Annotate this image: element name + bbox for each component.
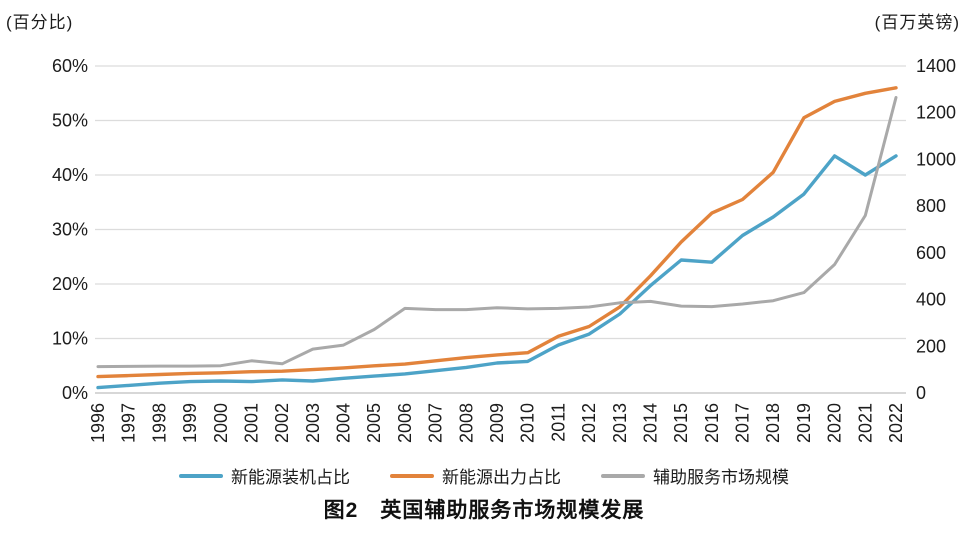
- right-axis-tick-label: 1200: [916, 103, 956, 123]
- right-axis-tick-label: 400: [916, 290, 946, 310]
- series-line-0: [96, 154, 898, 390]
- legend-label: 新能源出力占比: [442, 468, 561, 487]
- x-axis-year-label: 2011: [548, 403, 568, 442]
- left-axis-tick-label: 20%: [52, 274, 88, 294]
- x-axis-year-label: 2020: [825, 403, 845, 443]
- right-axis-tick-label: 800: [916, 196, 946, 216]
- legend-line-swatch-blue: [179, 473, 223, 478]
- x-axis-year-label: 1997: [119, 403, 139, 443]
- right-axis-tick-label: 600: [916, 243, 946, 263]
- left-axis-tick-label: 30%: [52, 220, 88, 240]
- left-axis-unit-label: (百分比): [6, 13, 74, 32]
- x-axis-year-label: 2014: [640, 403, 660, 443]
- legend-line-swatch-gray: [601, 473, 645, 478]
- left-axis-tick-label: 60%: [52, 56, 88, 76]
- chart-canvas: 0% 10% 20% 30% 40% 50% 60% 0 200 400 600 800 1000 120…: [52, 56, 956, 443]
- x-axis-year-label: 2015: [671, 403, 691, 443]
- left-axis-tick-label: 40%: [52, 165, 88, 185]
- x-axis-year-label: 2018: [763, 403, 783, 443]
- x-axis-year-label: 2002: [272, 403, 292, 443]
- figure-caption: 图2 英国辅助服务市场规模发展: [323, 499, 645, 522]
- legend-label: 辅助服务市场规模: [653, 468, 789, 487]
- x-axis-year-label: 1999: [180, 403, 200, 443]
- x-axis-year-label: 1996: [88, 403, 108, 443]
- x-axis-year-label: 2022: [886, 403, 906, 443]
- x-axis-year-label: 2012: [579, 403, 599, 443]
- left-axis-tick-label: 50%: [52, 111, 88, 131]
- x-axis-year-label: 2007: [426, 403, 446, 443]
- chart-legend: 新能源装机占比 新能源出力占比 辅助服务市场规模: [0, 463, 968, 488]
- legend-item-output-share: 新能源出力占比: [390, 463, 561, 488]
- legend-item-installed-share: 新能源装机占比: [179, 463, 350, 488]
- x-axis-year-label: 2000: [211, 403, 231, 443]
- right-axis-tick-label: 1000: [916, 149, 956, 169]
- x-axis-year-label: 2009: [487, 403, 507, 443]
- x-axis-year-label: 2019: [794, 403, 814, 443]
- x-axis-year-label: 2010: [518, 403, 538, 443]
- x-axis-year-label: 2016: [702, 403, 722, 443]
- legend-label: 新能源装机占比: [231, 468, 350, 487]
- series-line-2: [96, 96, 898, 369]
- left-axis-tick-label: 10%: [52, 329, 88, 349]
- right-axis-tick-label: 1400: [916, 56, 956, 76]
- right-axis-tick-label: 0: [916, 383, 926, 403]
- x-axis-year-label: 2013: [610, 403, 630, 443]
- legend-line-swatch-orange: [390, 473, 434, 478]
- x-axis-year-label: 2001: [241, 403, 261, 443]
- x-axis-year-label: 2005: [364, 403, 384, 443]
- x-axis-year-label: 2003: [303, 403, 323, 443]
- x-axis-year-label: 1998: [149, 403, 169, 443]
- right-axis-unit-label: (百万英镑): [874, 13, 960, 32]
- x-axis-year-label: 2006: [395, 403, 415, 443]
- x-axis-year-label: 2017: [733, 403, 753, 443]
- x-axis-year-label: 2021: [855, 403, 875, 443]
- right-axis-tick-label: 200: [916, 336, 946, 356]
- x-axis-year-label: 2004: [334, 403, 354, 443]
- legend-item-market-size: 辅助服务市场规模: [601, 463, 789, 488]
- left-axis-tick-label: 0%: [62, 383, 88, 403]
- series-line-1: [96, 86, 898, 379]
- x-axis-year-label: 2008: [456, 403, 476, 443]
